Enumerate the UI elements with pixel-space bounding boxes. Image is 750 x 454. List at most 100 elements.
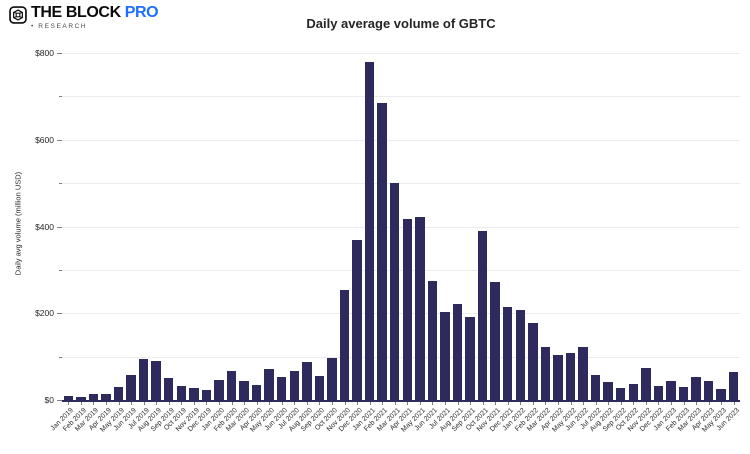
bar-nov-2021 <box>490 281 500 400</box>
x-tick-46 <box>645 402 647 405</box>
bar-feb-2022 <box>528 322 538 400</box>
x-tick-31 <box>457 402 459 405</box>
bar-oct-2021 <box>477 230 488 400</box>
bar-dec-2021 <box>503 306 513 400</box>
y-tick-label-400: $400 <box>35 221 54 232</box>
x-tick-3 <box>105 402 107 405</box>
bar-oct-2020 <box>327 357 337 400</box>
x-tick-26 <box>394 402 396 405</box>
y-tick-500 <box>59 183 62 185</box>
bar-mar-2022 <box>540 346 551 400</box>
x-tick-18 <box>294 402 296 405</box>
x-tick-43 <box>608 402 610 405</box>
bar-feb-2023 <box>678 386 689 400</box>
bar-nov-2019 <box>189 388 199 400</box>
bar-jun-2023 <box>729 371 739 400</box>
brand-research-label: • RESEARCH <box>31 23 88 30</box>
bar-nov-2020 <box>339 290 350 400</box>
y-tick-300 <box>59 269 62 271</box>
x-tick-14 <box>244 402 246 405</box>
gridline-700 <box>62 96 740 98</box>
x-tick-4 <box>118 402 120 405</box>
bar-dec-2019 <box>201 390 212 400</box>
x-tick-42 <box>595 402 597 405</box>
x-tick-45 <box>633 402 635 405</box>
bar-aug-2019 <box>151 360 161 400</box>
gridline-400 <box>62 226 740 228</box>
x-tick-48 <box>670 402 672 405</box>
x-tick-49 <box>683 402 685 405</box>
gridline-300 <box>62 269 740 271</box>
x-tick-47 <box>658 402 660 405</box>
bar-dec-2020 <box>352 239 362 400</box>
y-tick-800 <box>57 53 62 54</box>
x-tick-25 <box>382 402 384 405</box>
x-tick-34 <box>495 402 497 405</box>
bar-jul-2020 <box>289 370 299 400</box>
bar-jul-2022 <box>590 374 601 400</box>
gridline-100 <box>62 356 740 358</box>
bar-may-2023 <box>716 389 726 400</box>
x-tick-37 <box>532 402 534 405</box>
x-tick-32 <box>470 402 472 405</box>
x-tick-36 <box>520 402 522 405</box>
bar-jun-2022 <box>578 346 588 400</box>
y-tick-0 <box>57 400 62 401</box>
bar-apr-2023 <box>703 380 714 400</box>
bar-apr-2021 <box>402 219 412 400</box>
bar-sep-2019 <box>164 377 174 400</box>
bar-jan-2020 <box>214 380 224 400</box>
x-tick-27 <box>407 402 409 405</box>
bar-may-2021 <box>415 216 425 400</box>
x-tick-50 <box>696 402 698 405</box>
bar-jan-2019 <box>63 395 73 400</box>
chart-title: Daily average volume of GBTC <box>306 16 496 31</box>
x-tick-30 <box>444 402 446 405</box>
bar-aug-2020 <box>302 361 312 400</box>
x-tick-7 <box>156 402 158 405</box>
bar-jan-2022 <box>515 310 525 400</box>
bar-aug-2021 <box>452 304 463 400</box>
x-tick-11 <box>206 402 208 405</box>
x-tick-16 <box>269 402 271 405</box>
gridline-500 <box>62 183 740 185</box>
plot-area <box>62 53 740 402</box>
y-tick-200 <box>57 313 62 315</box>
x-tick-20 <box>319 402 321 405</box>
x-tick-5 <box>131 402 133 405</box>
x-tick-52 <box>721 402 723 405</box>
bar-jul-2019 <box>138 359 149 400</box>
x-tick-40 <box>570 402 572 405</box>
x-tick-44 <box>620 402 622 405</box>
x-tick-41 <box>583 402 585 405</box>
brand-pro-label: PRO <box>124 4 159 21</box>
bar-sep-2020 <box>314 376 325 400</box>
y-tick-400 <box>57 226 62 228</box>
bar-may-2019 <box>113 386 124 400</box>
x-tick-53 <box>733 402 735 405</box>
bar-feb-2021 <box>377 103 387 400</box>
brand-name: THE BLOCK PRO <box>31 4 159 21</box>
x-tick-22 <box>344 402 346 405</box>
bar-mar-2023 <box>691 376 701 400</box>
bar-mar-2021 <box>390 183 400 400</box>
y-tick-label-800: $800 <box>35 48 54 58</box>
bar-apr-2020 <box>251 384 262 400</box>
gridline-200 <box>62 313 740 315</box>
bar-apr-2019 <box>101 393 111 400</box>
x-tick-51 <box>708 402 710 405</box>
bar-feb-2020 <box>226 370 237 400</box>
bar-jan-2021 <box>364 61 375 400</box>
x-tick-19 <box>306 402 308 405</box>
bar-dec-2022 <box>653 386 664 400</box>
bar-oct-2022 <box>628 383 638 400</box>
x-tick-0 <box>68 402 70 405</box>
x-tick-38 <box>545 402 547 405</box>
x-tick-33 <box>482 402 484 405</box>
y-tick-700 <box>59 96 62 98</box>
bar-mar-2019 <box>88 394 99 400</box>
bar-oct-2019 <box>176 385 186 400</box>
x-tick-15 <box>256 402 258 405</box>
y-tick-600 <box>57 139 62 141</box>
